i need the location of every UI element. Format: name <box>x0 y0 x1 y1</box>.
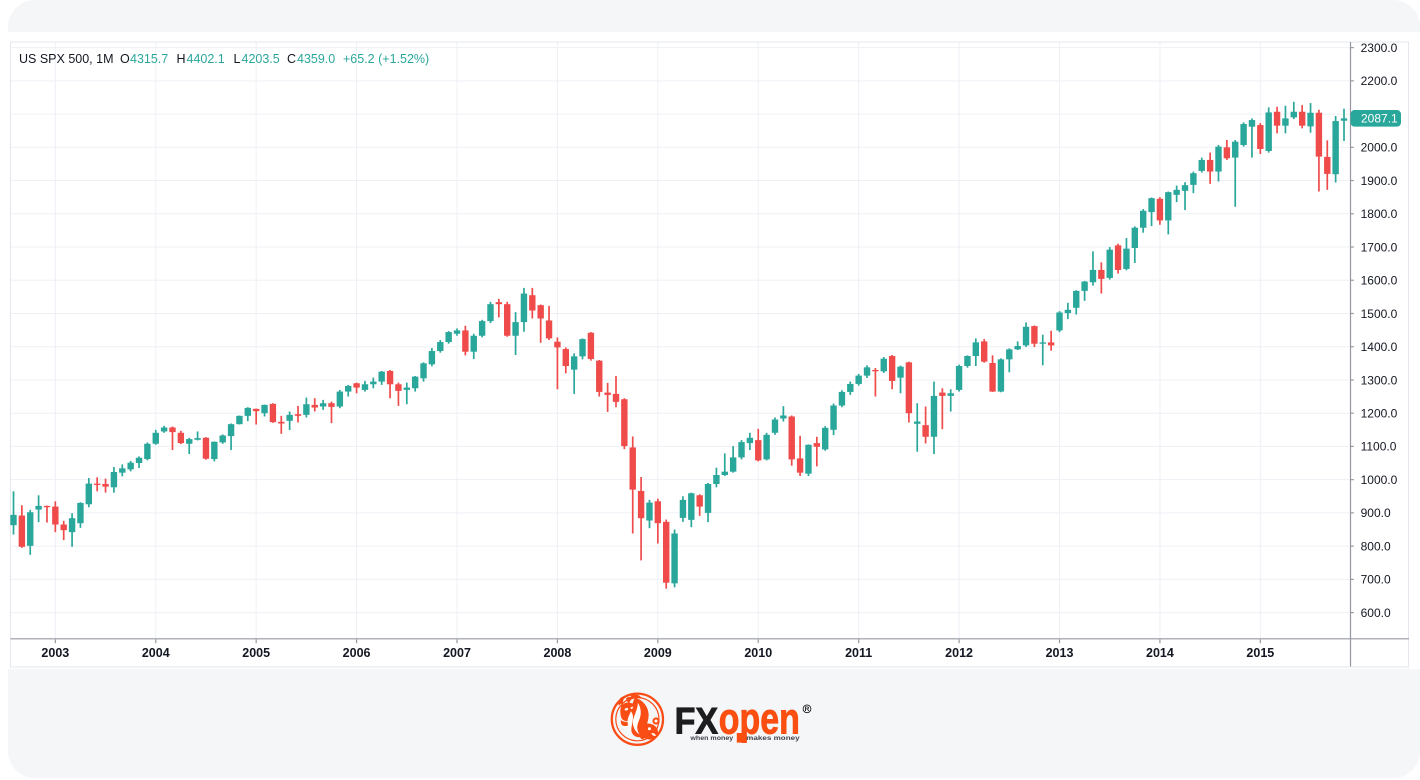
svg-text:US SPX 500, 1M: US SPX 500, 1M <box>19 52 114 66</box>
svg-text:1800.0: 1800.0 <box>1361 207 1398 221</box>
svg-text:4203.5: 4203.5 <box>242 52 280 66</box>
svg-text:2200.0: 2200.0 <box>1361 74 1398 88</box>
svg-text:H: H <box>177 52 186 66</box>
svg-text:2300.0: 2300.0 <box>1361 41 1398 55</box>
svg-text:2087.1: 2087.1 <box>1361 112 1398 126</box>
svg-text:1100.0: 1100.0 <box>1361 440 1397 454</box>
svg-text:2005: 2005 <box>242 646 270 660</box>
svg-text:1300.0: 1300.0 <box>1361 373 1398 387</box>
svg-text:2007: 2007 <box>443 646 471 660</box>
svg-text:2008: 2008 <box>544 646 572 660</box>
svg-text:1400.0: 1400.0 <box>1361 340 1398 354</box>
svg-text:2000.0: 2000.0 <box>1361 141 1398 155</box>
svg-text:700.0: 700.0 <box>1361 573 1391 587</box>
svg-text:FX: FX <box>675 700 719 741</box>
svg-text:1700.0: 1700.0 <box>1361 240 1398 254</box>
svg-text:4402.1: 4402.1 <box>187 52 225 66</box>
svg-text:makes money: makes money <box>746 735 800 742</box>
svg-text:L: L <box>234 52 241 66</box>
svg-text:+65.2 (+1.52%): +65.2 (+1.52%) <box>343 52 429 66</box>
svg-text:4359.0: 4359.0 <box>297 52 335 66</box>
svg-text:2015: 2015 <box>1246 646 1274 660</box>
svg-text:C: C <box>287 52 296 66</box>
svg-text:2014: 2014 <box>1146 646 1174 660</box>
svg-text:1500.0: 1500.0 <box>1361 307 1398 321</box>
svg-text:800.0: 800.0 <box>1361 539 1391 553</box>
svg-text:2004: 2004 <box>142 646 170 660</box>
svg-text:4315.7: 4315.7 <box>130 52 168 66</box>
svg-text:1200.0: 1200.0 <box>1361 406 1398 420</box>
svg-text:when money: when money <box>689 735 733 742</box>
svg-text:2011: 2011 <box>845 646 872 660</box>
svg-text:2010: 2010 <box>744 646 772 660</box>
svg-text:O: O <box>120 52 130 66</box>
svg-text:600.0: 600.0 <box>1361 606 1391 620</box>
svg-text:2012: 2012 <box>945 646 973 660</box>
svg-text:1600.0: 1600.0 <box>1361 274 1398 288</box>
svg-text:2003: 2003 <box>41 646 69 660</box>
svg-text:1000.0: 1000.0 <box>1361 473 1398 487</box>
svg-text:1900.0: 1900.0 <box>1361 174 1398 188</box>
svg-text:900.0: 900.0 <box>1361 506 1391 520</box>
svg-text:open: open <box>719 694 800 743</box>
svg-text:2009: 2009 <box>644 646 672 660</box>
svg-text:R: R <box>805 706 810 713</box>
svg-text:2006: 2006 <box>343 646 371 660</box>
svg-text:2013: 2013 <box>1046 646 1074 660</box>
